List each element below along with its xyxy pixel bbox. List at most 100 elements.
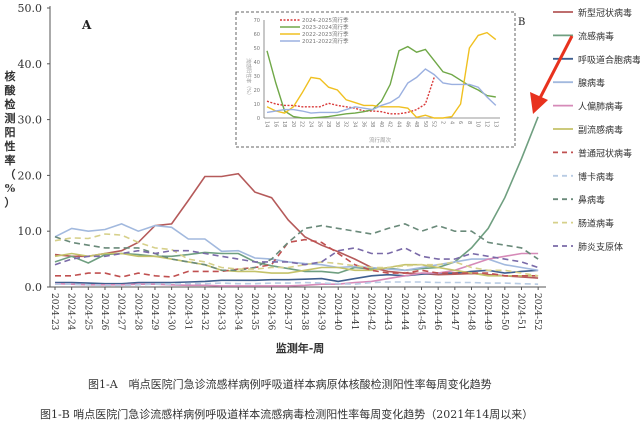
legend-label: 普通冠状病毒 — [578, 147, 632, 159]
inset-y-tick-label: 60 — [254, 32, 260, 38]
x-tick-label: 2024-43 — [382, 293, 392, 331]
x-tick-label: 2024-25 — [82, 293, 92, 331]
y-axis-label-char: 酸 — [5, 83, 17, 97]
x-tick-label: 2024-46 — [432, 293, 442, 331]
x-tick-label: 2024-30 — [166, 293, 176, 331]
series-line-10 — [54, 247, 539, 269]
y-axis-label-char: 阳 — [5, 125, 16, 139]
y-axis-label-char: 测 — [5, 111, 16, 125]
inset-x-tick-label: 24 — [308, 121, 314, 127]
x-tick-label: 2024-47 — [449, 293, 459, 331]
legend-label: 鼻病毒 — [578, 194, 605, 206]
inset-x-tick-label: 16 — [272, 121, 278, 127]
y-tick-label: 0.0 — [25, 281, 43, 294]
x-tick-label: 2024-41 — [349, 293, 359, 330]
inset-x-tick-label: 34 — [352, 121, 358, 127]
inset-x-tick-label: 20 — [290, 121, 296, 127]
x-tick-label: 2024-29 — [149, 293, 159, 331]
panel-label-a: A — [81, 18, 92, 32]
inset-x-axis-label: 流行周次 — [369, 136, 392, 144]
panel-label-b: B — [518, 17, 525, 28]
x-tick-label: 2024-51 — [515, 293, 525, 330]
y-axis-label-char: 核 — [5, 69, 16, 83]
x-tick-label: 2024-36 — [266, 293, 276, 331]
inset-x-tick-label: 26 — [316, 121, 322, 127]
inset-x-tick-label: 46 — [404, 121, 410, 127]
y-axis-label-char: （ — [5, 168, 16, 181]
inset-x-tick-label: 50 — [422, 121, 428, 127]
x-tick-label: 2024-44 — [399, 293, 409, 331]
x-tick-label: 2024-24 — [66, 293, 76, 331]
y-axis-label-char: 率 — [5, 153, 16, 167]
legend-label: 人偏肺病毒 — [578, 101, 623, 113]
x-tick-label: 2024-40 — [332, 293, 342, 331]
x-tick-label: 2024-35 — [249, 293, 259, 331]
x-tick-label: 2024-39 — [316, 293, 326, 331]
y-tick-label: 30.0 — [18, 114, 43, 127]
x-tick-label: 2024-52 — [532, 293, 542, 330]
x-tick-label: 2024-50 — [499, 293, 509, 331]
x-tick-label: 2024-26 — [99, 293, 109, 331]
series-line-0 — [54, 172, 539, 279]
inset-x-tick-label: 4 — [448, 121, 454, 124]
inset-x-tick-label: 14 — [264, 121, 270, 127]
inset-x-tick-label: 8 — [466, 121, 472, 124]
inset-legend-label: 2022-2023流行季 — [302, 30, 349, 38]
legend-label: 腺病毒 — [578, 77, 605, 89]
y-axis-label-char: 性 — [5, 139, 16, 153]
inset-x-tick-label: 30 — [334, 121, 340, 127]
inset-x-tick-label: 40 — [378, 121, 384, 127]
legend-label: 呼吸道合胞病毒 — [578, 54, 640, 66]
x-tick-label: 2024-32 — [199, 293, 209, 330]
y-axis-label-char: % — [5, 182, 16, 195]
arrow-shaft — [538, 35, 574, 99]
inset-legend-label: 2021-2022流行季 — [302, 37, 349, 45]
series-line-8 — [54, 223, 539, 272]
y-axis-label-char: ） — [5, 196, 16, 209]
y-axis-label-char: 检 — [5, 97, 16, 111]
inset-x-tick-label: 48 — [413, 121, 419, 127]
x-axis-label: 监测年-周 — [276, 341, 325, 355]
inset-x-tick-label: 38 — [369, 121, 375, 127]
inset-x-tick-label: 44 — [396, 121, 402, 127]
series-line-6 — [55, 238, 539, 278]
inset-x-tick-label: 32 — [343, 121, 349, 127]
x-tick-label: 2024-42 — [366, 293, 376, 330]
legend-label: 新型冠状病毒 — [578, 7, 632, 19]
y-tick-label: 20.0 — [18, 169, 43, 182]
inset-x-tick-label: 18 — [281, 121, 287, 127]
inset-legend-label: 2023-2024流行季 — [302, 23, 349, 31]
x-tick-label: 2024-48 — [466, 293, 476, 331]
inset-x-tick-label: 28 — [325, 121, 331, 127]
x-tick-label: 2024-37 — [282, 293, 292, 331]
inset-y-tick-label: 20 — [254, 88, 260, 94]
inset-y-tick-label: 30 — [254, 74, 260, 80]
y-tick-label: 50.0 — [18, 2, 43, 15]
legend-label: 博卡病毒 — [578, 171, 614, 183]
y-tick-label: 10.0 — [18, 225, 43, 238]
inset-y-tick-label: 70 — [254, 18, 260, 24]
legend-label: 肠道病毒 — [578, 218, 614, 230]
y-tick-label: 40.0 — [18, 58, 43, 71]
caption-a: 图1-A 哨点医院门急诊流感样病例呼吸道样本病原体核酸检测阳性率每周变化趋势 — [88, 378, 492, 391]
inset-series-line-3 — [266, 68, 497, 114]
inset-x-tick-label: 6 — [457, 121, 463, 124]
x-tick-label: 2024-49 — [482, 293, 492, 331]
inset-y-tick-label: 40 — [254, 60, 260, 66]
x-tick-label: 2024-28 — [132, 293, 142, 331]
caption-b: 图1-B 哨点医院门急诊流感样病例呼吸道样本流感病毒检测阳性率每周变化趋势（20… — [40, 408, 534, 421]
inset-x-tick-label: 52 — [431, 121, 437, 127]
inset-x-tick-label: 2 — [440, 121, 446, 124]
inset-x-tick-label: 12 — [484, 121, 490, 127]
inset-x-tick-label: 36 — [360, 121, 366, 127]
series-line-9 — [54, 233, 539, 277]
x-tick-label: 2024-31 — [182, 293, 192, 330]
series-line-1 — [54, 116, 539, 274]
inset-y-tick-label: 10 — [254, 102, 260, 108]
inset-x-tick-label: 42 — [387, 121, 393, 127]
legend-label: 副流感病毒 — [578, 124, 623, 136]
arrow-head-icon — [530, 92, 548, 114]
inset-series-line-1 — [266, 45, 496, 119]
inset-y-tick-label: 0 — [257, 116, 260, 122]
